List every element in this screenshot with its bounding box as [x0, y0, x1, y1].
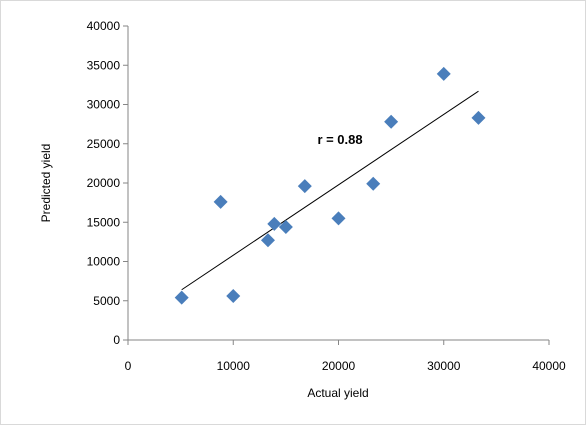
x-axis-title: Actual yield [307, 386, 368, 400]
y-axis-ticks: 0 5000 10000 15000 20000 25000 30000 35000 40000 [87, 19, 128, 347]
y-axis-title: Predicted yield [39, 144, 53, 223]
data-point [384, 114, 399, 129]
data-point [213, 194, 228, 209]
y-tick-label: 20000 [87, 176, 121, 190]
trendline [181, 90, 479, 291]
y-tick-label: 0 [113, 333, 120, 347]
data-points [174, 66, 486, 305]
x-tick-label: 20000 [322, 359, 356, 373]
correlation-annotation: r = 0.88 [317, 132, 362, 147]
data-point [366, 176, 381, 191]
data-point [267, 216, 282, 231]
x-axis-ticks: 0 10000 20000 30000 40000 [125, 340, 566, 373]
data-point [260, 233, 275, 248]
data-point [174, 290, 189, 305]
y-tick-label: 10000 [87, 255, 121, 269]
x-tick-label: 40000 [532, 359, 566, 373]
y-tick-label: 25000 [87, 137, 121, 151]
y-tick-label: 40000 [87, 19, 121, 33]
y-tick-label: 5000 [93, 294, 120, 308]
y-tick-label: 30000 [87, 98, 121, 112]
data-point [226, 289, 241, 304]
data-point [331, 211, 346, 226]
x-tick-label: 10000 [217, 359, 251, 373]
data-point [436, 66, 451, 81]
y-tick-label: 15000 [87, 215, 121, 229]
y-tick-label: 35000 [87, 58, 121, 72]
data-point [278, 219, 293, 234]
x-tick-label: 30000 [427, 359, 461, 373]
data-point [471, 110, 486, 125]
data-point [297, 179, 312, 194]
x-tick-label: 0 [125, 359, 132, 373]
